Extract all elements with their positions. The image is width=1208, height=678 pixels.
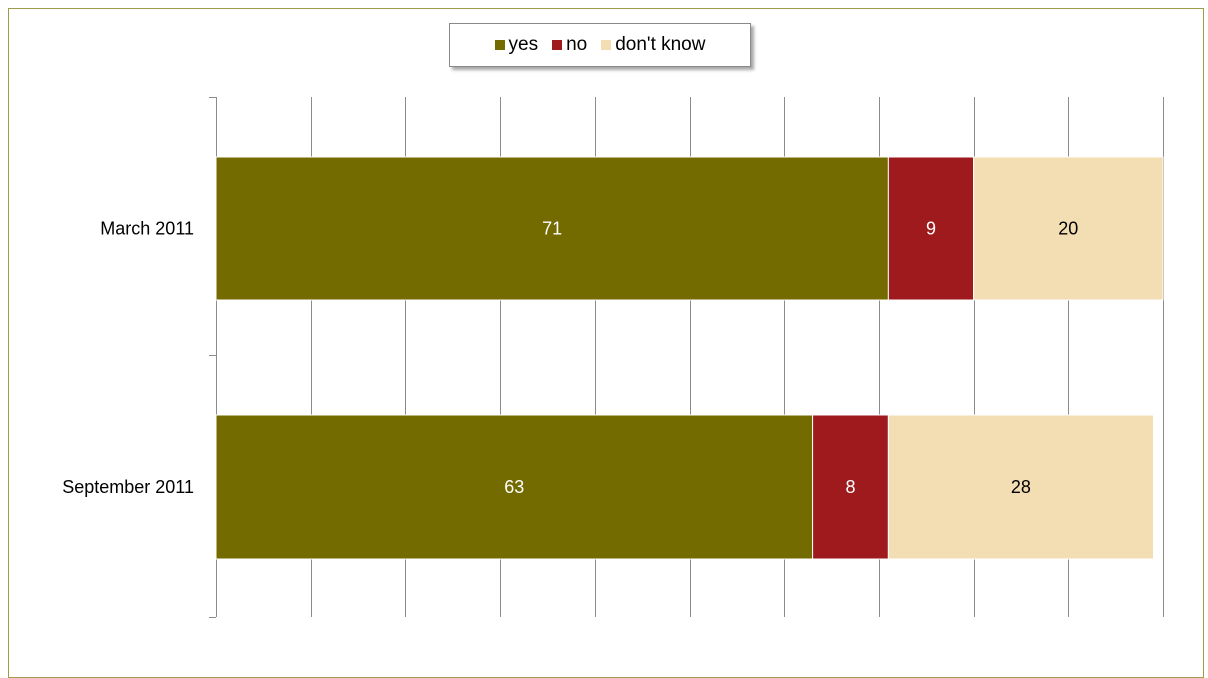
category-label: March 2011 xyxy=(100,219,194,239)
legend-label: don't know xyxy=(615,34,706,55)
bar-segment xyxy=(973,156,1164,301)
legend: yes no don't know xyxy=(449,23,751,67)
data-label: 20 xyxy=(1058,219,1078,239)
data-label: 28 xyxy=(1011,477,1031,497)
category-label: September 2011 xyxy=(62,477,194,497)
legend-item: don't know xyxy=(601,34,705,56)
data-label: 71 xyxy=(542,219,562,239)
legend-item: no xyxy=(552,34,587,56)
bar-segment xyxy=(812,414,889,560)
chart-frame xyxy=(8,8,1204,678)
legend-label: no xyxy=(566,34,588,55)
legend-item: yes xyxy=(494,34,539,56)
legend-label: yes xyxy=(508,34,539,55)
bar-segment xyxy=(887,414,1155,560)
bar-segment xyxy=(215,414,814,560)
data-label: 8 xyxy=(845,477,855,497)
legend-swatch xyxy=(601,40,612,50)
bar-segment xyxy=(215,156,889,301)
data-label: 63 xyxy=(504,477,524,497)
legend-swatch xyxy=(494,40,505,50)
legend-swatch xyxy=(552,40,563,50)
data-label: 9 xyxy=(926,219,936,239)
